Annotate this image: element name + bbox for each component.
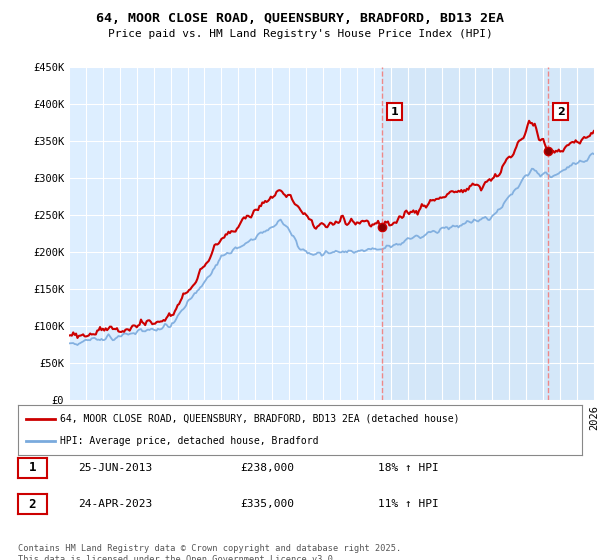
Text: 2: 2: [29, 497, 36, 511]
Text: 64, MOOR CLOSE ROAD, QUEENSBURY, BRADFORD, BD13 2EA (detached house): 64, MOOR CLOSE ROAD, QUEENSBURY, BRADFOR…: [60, 414, 460, 424]
Text: 11% ↑ HPI: 11% ↑ HPI: [378, 499, 439, 509]
Text: Price paid vs. HM Land Registry's House Price Index (HPI): Price paid vs. HM Land Registry's House …: [107, 29, 493, 39]
Text: 24-APR-2023: 24-APR-2023: [78, 499, 152, 509]
Text: £238,000: £238,000: [240, 463, 294, 473]
Text: 18% ↑ HPI: 18% ↑ HPI: [378, 463, 439, 473]
Text: Contains HM Land Registry data © Crown copyright and database right 2025.
This d: Contains HM Land Registry data © Crown c…: [18, 544, 401, 560]
Text: 2: 2: [557, 106, 565, 116]
Text: 64, MOOR CLOSE ROAD, QUEENSBURY, BRADFORD, BD13 2EA: 64, MOOR CLOSE ROAD, QUEENSBURY, BRADFOR…: [96, 12, 504, 25]
Text: £335,000: £335,000: [240, 499, 294, 509]
Text: 1: 1: [391, 106, 398, 116]
Text: 25-JUN-2013: 25-JUN-2013: [78, 463, 152, 473]
Bar: [382, 67, 600, 400]
Text: 1: 1: [29, 461, 36, 474]
Text: HPI: Average price, detached house, Bradford: HPI: Average price, detached house, Brad…: [60, 436, 319, 446]
